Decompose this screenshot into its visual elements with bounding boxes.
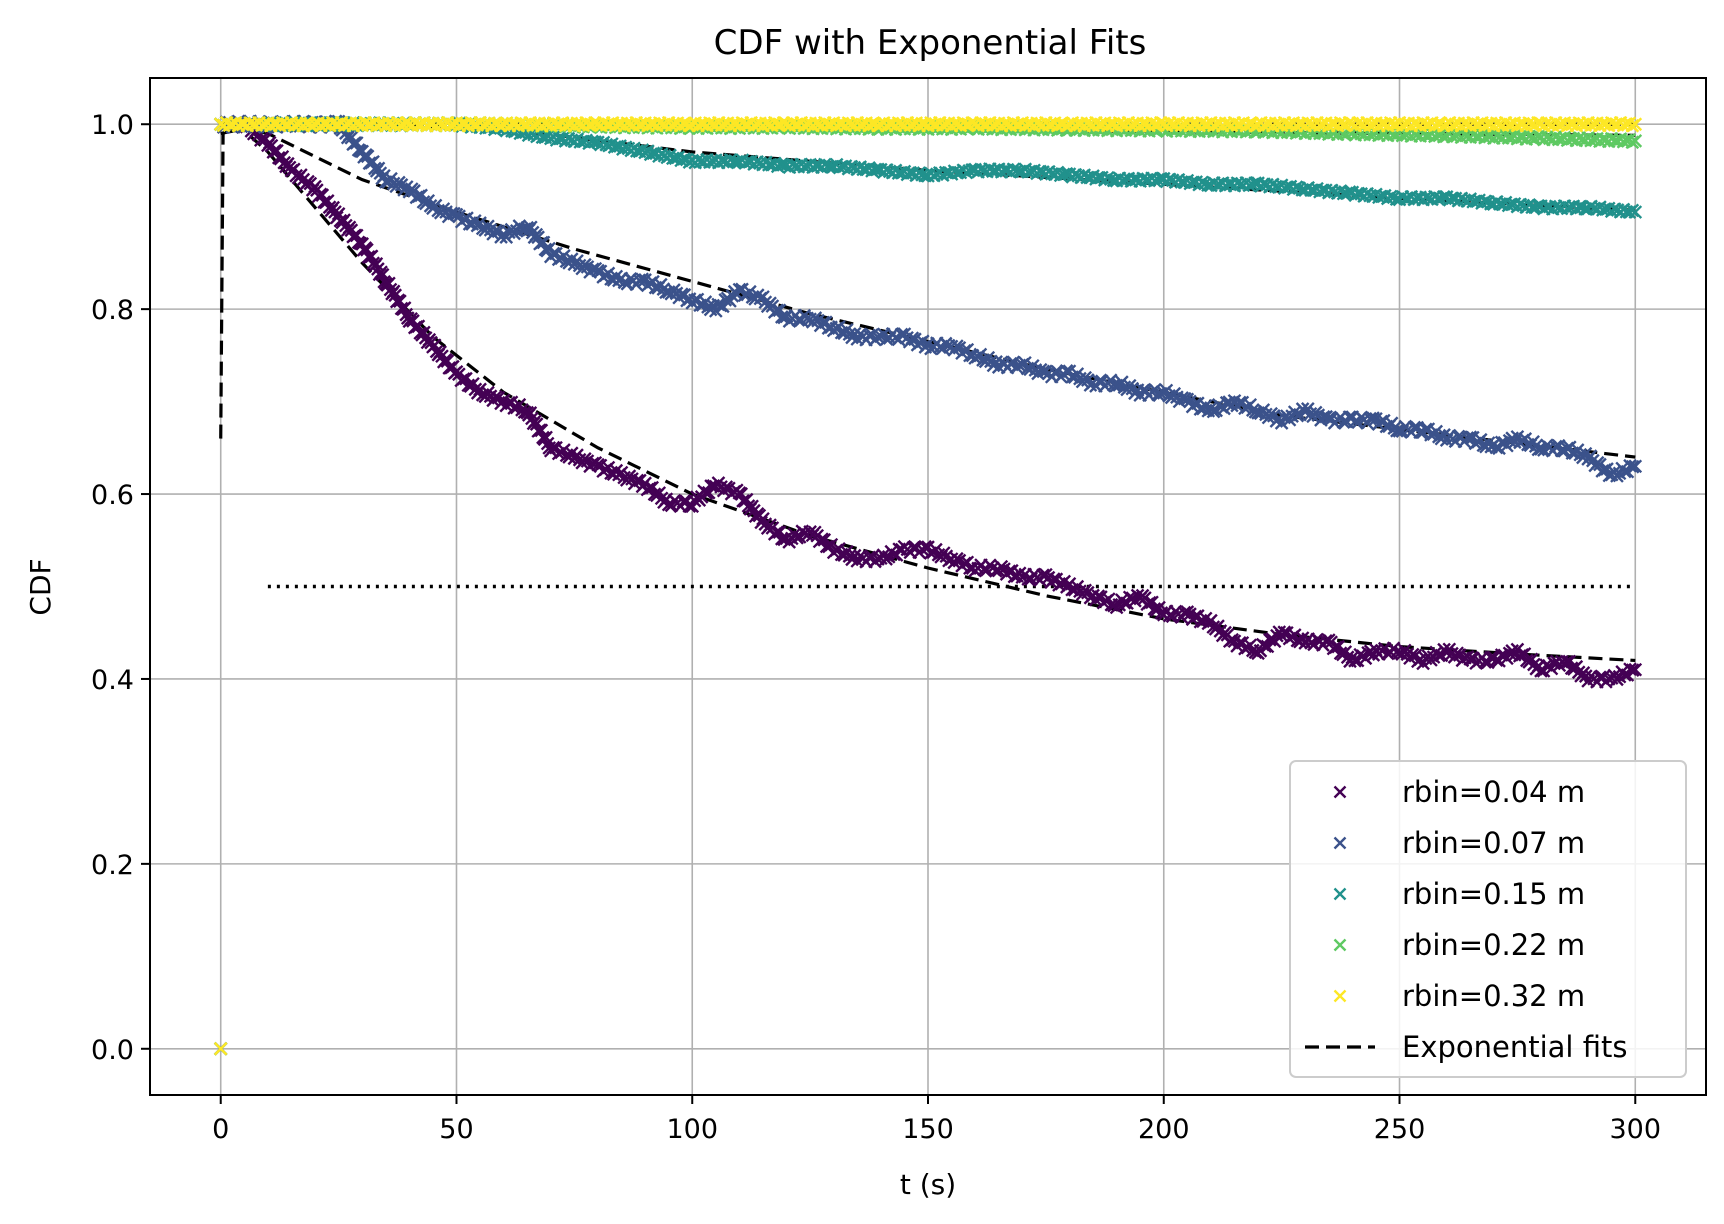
legend-marker bbox=[1333, 938, 1347, 952]
data-point bbox=[1628, 117, 1643, 132]
legend-marker bbox=[1333, 887, 1347, 901]
x-axis-label: t (s) bbox=[900, 1168, 956, 1201]
data-point bbox=[1106, 378, 1121, 392]
data-point bbox=[632, 273, 647, 288]
x-tick-label: 200 bbox=[1138, 1114, 1190, 1145]
legend-box bbox=[1289, 760, 1687, 1078]
data-point bbox=[1628, 459, 1643, 474]
data-point bbox=[1390, 423, 1404, 438]
data-point bbox=[1548, 439, 1563, 454]
data-point bbox=[1628, 134, 1643, 148]
x-tick-label: 0 bbox=[212, 1114, 229, 1145]
data-point bbox=[868, 162, 882, 177]
legend-marker bbox=[1333, 785, 1347, 799]
x-tick-label: 300 bbox=[1609, 1114, 1661, 1145]
data-point bbox=[1628, 662, 1643, 677]
legend-marker bbox=[1333, 836, 1347, 850]
y-tick-label: 0.0 bbox=[91, 1035, 134, 1066]
y-tick-label: 0.8 bbox=[91, 295, 134, 326]
y-tick-label: 1.0 bbox=[91, 110, 134, 141]
legend-label: rbin=0.15 m bbox=[1402, 877, 1585, 911]
y-tick-label: 0.2 bbox=[91, 850, 134, 881]
legend-entry-fits: Exponential fits bbox=[1305, 1030, 1627, 1064]
legend-entry: rbin=0.07 m bbox=[1333, 826, 1585, 860]
data-point bbox=[540, 436, 555, 451]
legend-label: rbin=0.22 m bbox=[1402, 928, 1585, 962]
legend-label: rbin=0.07 m bbox=[1402, 826, 1585, 860]
data-point bbox=[1625, 459, 1640, 474]
data-points bbox=[213, 114, 1643, 1056]
x-tick-label: 250 bbox=[1374, 1114, 1426, 1145]
legend-label: rbin=0.04 m bbox=[1402, 775, 1585, 809]
y-tick-label: 0.4 bbox=[91, 665, 134, 696]
legend-entry: rbin=0.15 m bbox=[1333, 877, 1585, 911]
x-tick-label: 100 bbox=[666, 1114, 718, 1145]
y-axis-ticks: 0.0 0.2 0.4 0.6 0.8 1.0 bbox=[91, 110, 150, 1066]
x-tick-label: 150 bbox=[902, 1114, 954, 1145]
y-axis-label: CDF bbox=[24, 558, 57, 615]
data-point bbox=[1363, 411, 1377, 426]
legend: rbin=0.04 m rbin=0.07 m rbin=0.15 m rbin=0.… bbox=[1289, 760, 1687, 1078]
outlier-points bbox=[213, 1041, 228, 1056]
outlier-point bbox=[213, 1041, 228, 1056]
data-point bbox=[745, 499, 759, 514]
chart-title: CDF with Exponential Fits bbox=[714, 23, 1147, 63]
data-point bbox=[774, 310, 789, 324]
data-point bbox=[1628, 205, 1643, 219]
y-tick-label: 0.6 bbox=[91, 480, 134, 511]
data-point bbox=[1625, 663, 1640, 677]
legend-entry: rbin=0.32 m bbox=[1333, 979, 1585, 1013]
legend-label: Exponential fits bbox=[1402, 1030, 1627, 1064]
data-point bbox=[386, 284, 401, 299]
legend-entry: rbin=0.04 m bbox=[1333, 775, 1585, 809]
series-4 bbox=[213, 115, 1643, 133]
legend-label: rbin=0.32 m bbox=[1402, 979, 1585, 1013]
data-point bbox=[1460, 431, 1475, 445]
legend-entry: rbin=0.22 m bbox=[1333, 928, 1585, 962]
x-axis-ticks: 0 50 100 150 200 250 300 bbox=[212, 1095, 1661, 1145]
data-point bbox=[433, 345, 448, 359]
legend-marker bbox=[1333, 989, 1347, 1003]
x-tick-label: 50 bbox=[439, 1114, 473, 1145]
series-2 bbox=[213, 115, 1643, 219]
data-point bbox=[1531, 442, 1546, 457]
